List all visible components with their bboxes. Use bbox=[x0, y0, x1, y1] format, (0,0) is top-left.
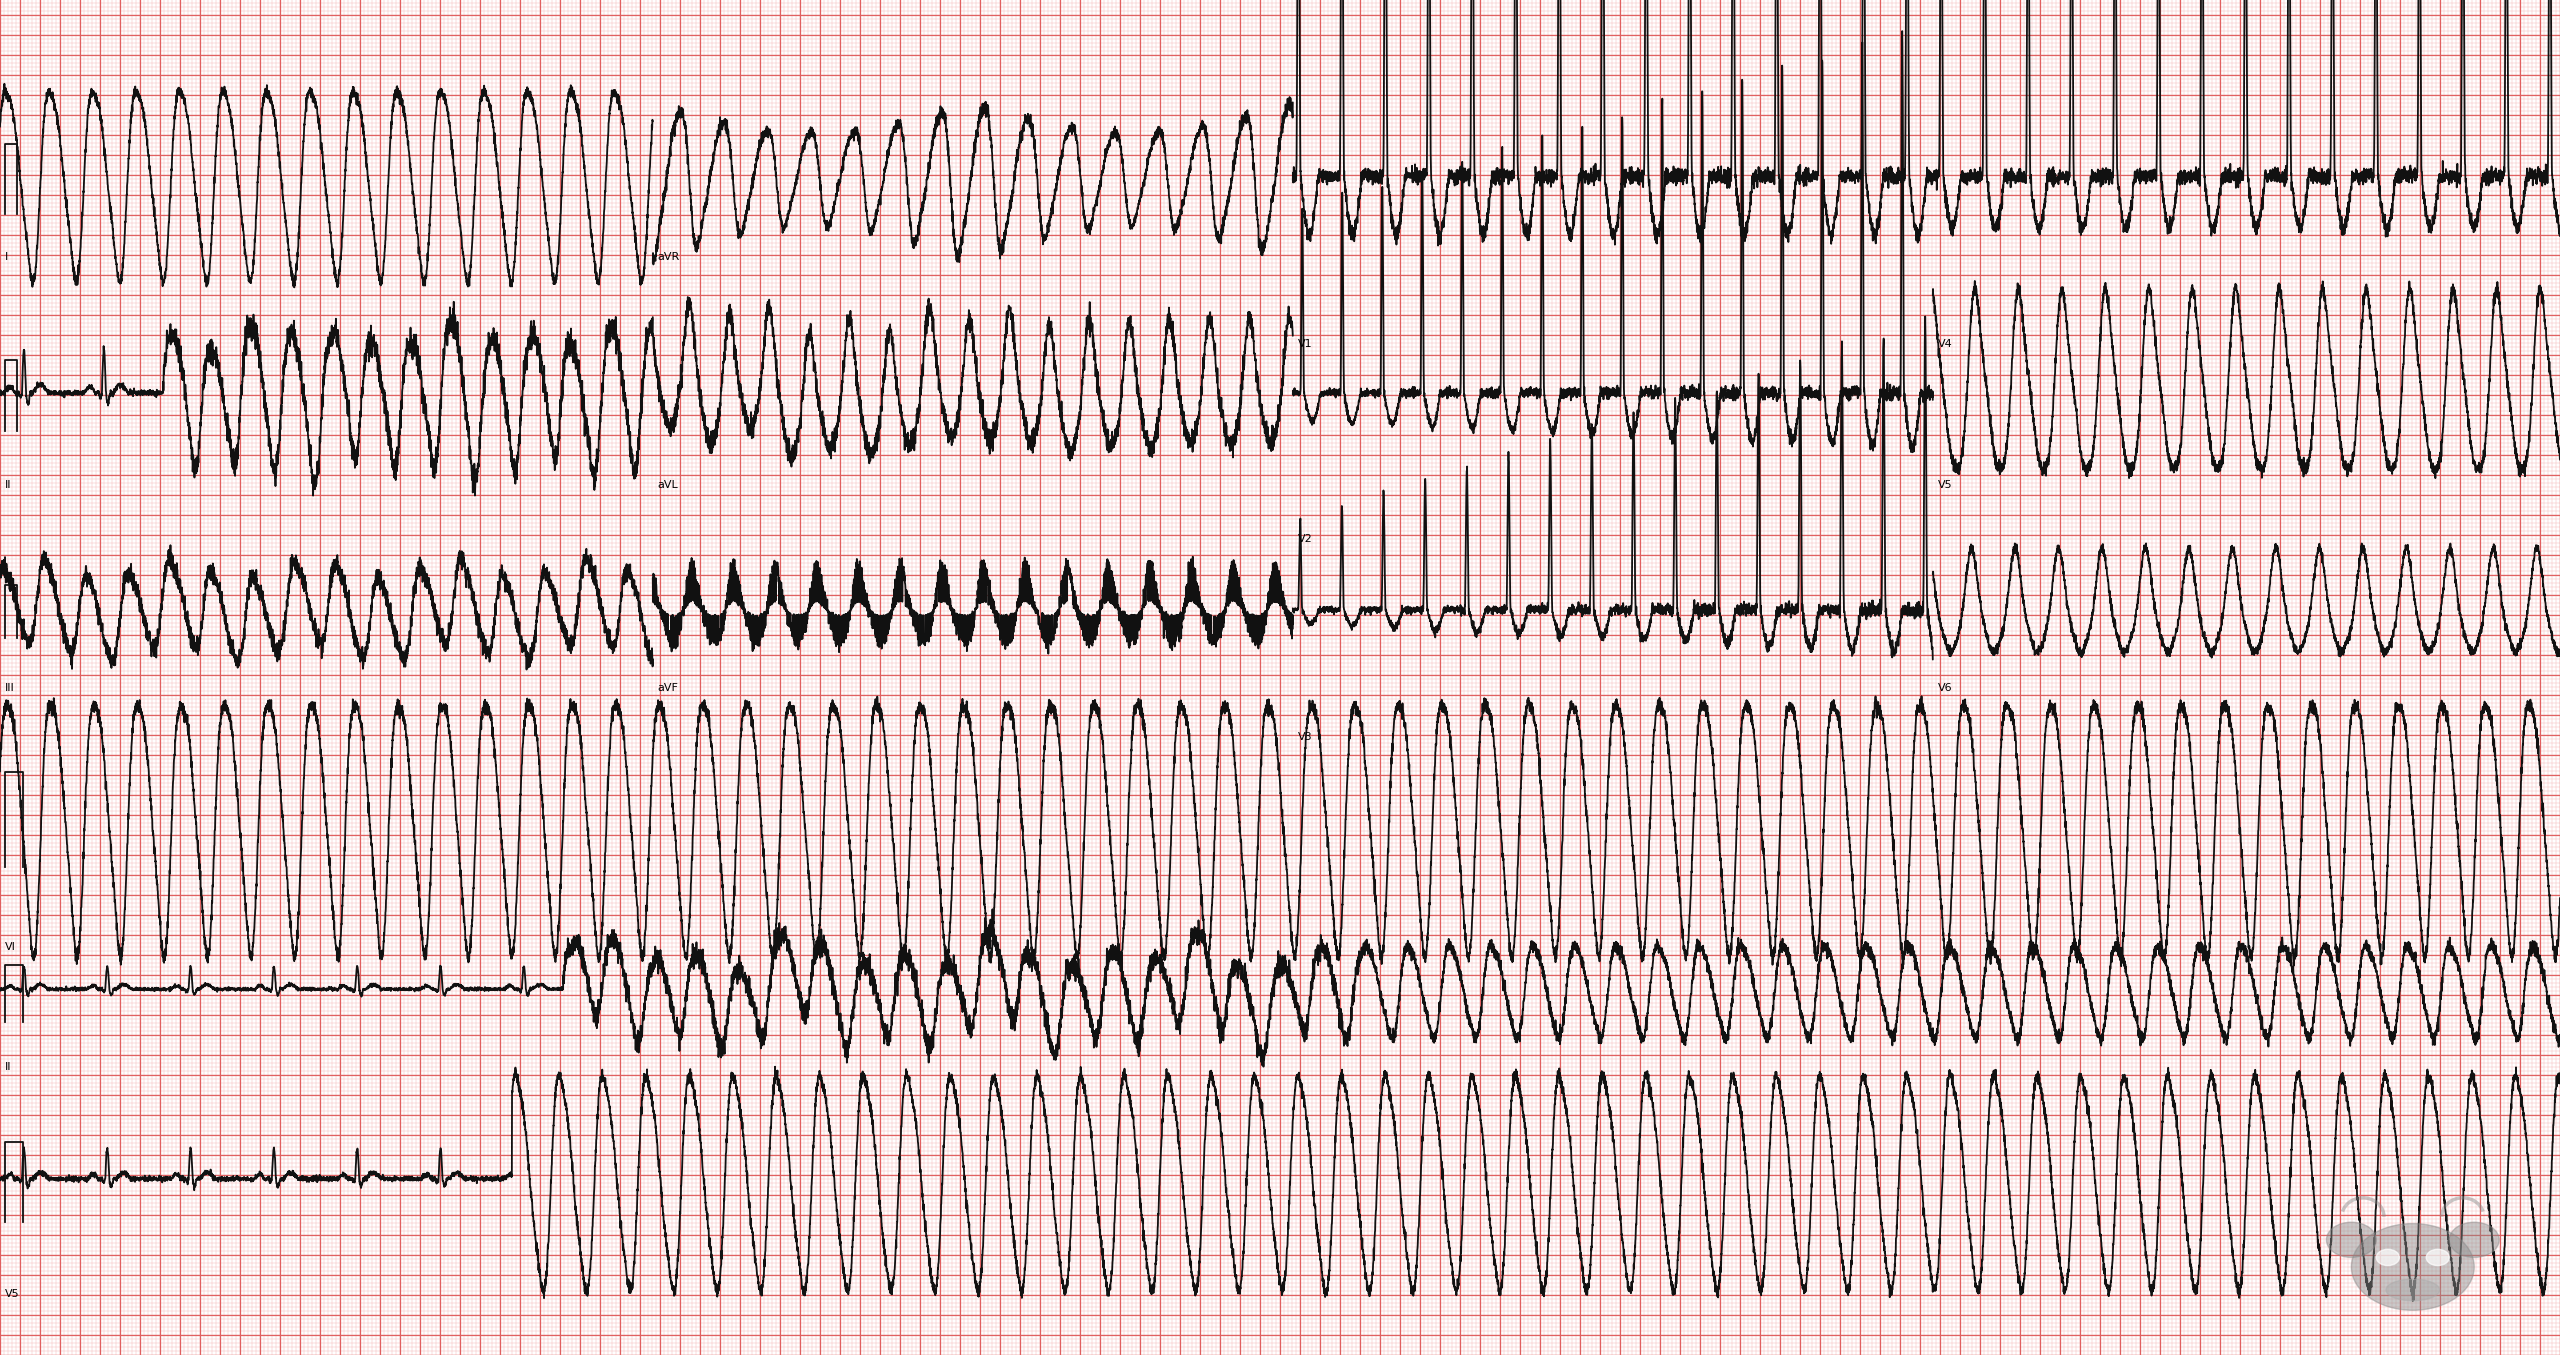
Text: aVF: aVF bbox=[658, 683, 678, 692]
Text: III: III bbox=[5, 683, 15, 692]
Text: aVR: aVR bbox=[658, 252, 681, 262]
Text: V2: V2 bbox=[1298, 534, 1313, 543]
Circle shape bbox=[2353, 1224, 2476, 1310]
Text: V4: V4 bbox=[1938, 339, 1953, 348]
Text: V1: V1 bbox=[1298, 339, 1313, 348]
Circle shape bbox=[2450, 1222, 2499, 1257]
Text: V5: V5 bbox=[5, 1289, 20, 1298]
Text: II: II bbox=[5, 1062, 10, 1072]
Text: aVL: aVL bbox=[658, 480, 678, 489]
Circle shape bbox=[2327, 1222, 2376, 1257]
Text: II: II bbox=[5, 480, 10, 489]
Circle shape bbox=[2376, 1249, 2399, 1266]
Text: V6: V6 bbox=[1938, 683, 1953, 692]
Circle shape bbox=[2427, 1249, 2450, 1266]
Text: V5: V5 bbox=[1938, 480, 1953, 489]
Text: I: I bbox=[5, 252, 8, 262]
Text: VI: VI bbox=[5, 942, 15, 951]
Text: V3: V3 bbox=[1298, 732, 1313, 741]
Ellipse shape bbox=[2386, 1279, 2440, 1301]
